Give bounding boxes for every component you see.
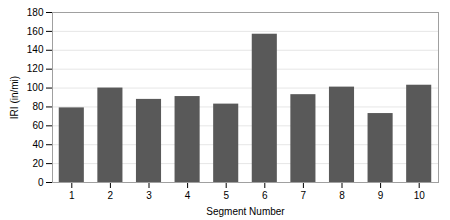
svg-text:120: 120 — [27, 63, 44, 74]
svg-text:180: 180 — [27, 7, 44, 18]
svg-text:5: 5 — [223, 190, 229, 201]
svg-text:IRI (in/mi): IRI (in/mi) — [9, 76, 20, 119]
svg-text:1: 1 — [69, 190, 75, 201]
svg-text:0: 0 — [38, 177, 44, 188]
svg-text:40: 40 — [32, 139, 44, 150]
svg-text:140: 140 — [27, 44, 44, 55]
svg-text:7: 7 — [301, 190, 307, 201]
svg-text:3: 3 — [146, 190, 152, 201]
svg-text:Segment Number: Segment Number — [206, 206, 285, 217]
svg-text:9: 9 — [378, 190, 384, 201]
svg-text:10: 10 — [414, 190, 426, 201]
svg-text:4: 4 — [185, 190, 191, 201]
svg-text:8: 8 — [339, 190, 345, 201]
svg-text:6: 6 — [262, 190, 268, 201]
svg-text:80: 80 — [32, 101, 44, 112]
svg-text:2: 2 — [108, 190, 114, 201]
svg-text:20: 20 — [32, 158, 44, 169]
svg-text:100: 100 — [27, 82, 44, 93]
svg-text:60: 60 — [32, 120, 44, 131]
svg-text:160: 160 — [27, 26, 44, 37]
